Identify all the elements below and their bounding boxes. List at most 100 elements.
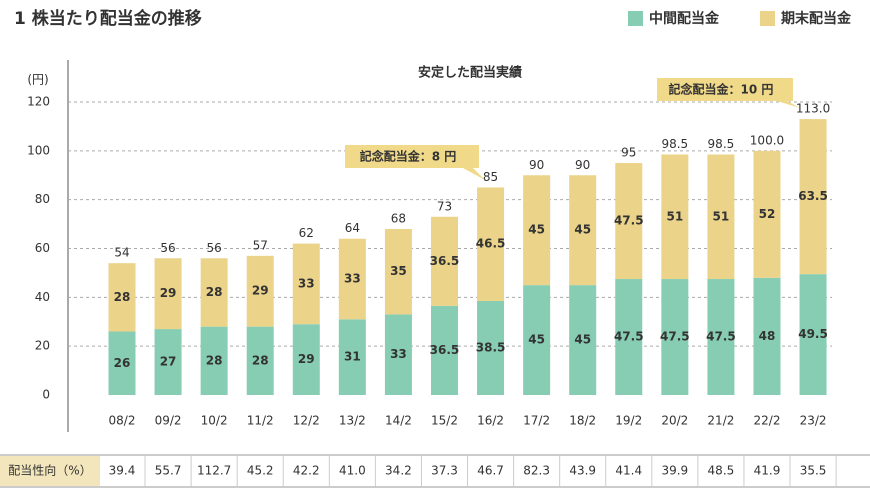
bar-segment <box>569 175 597 286</box>
annotation: 記念配当金：10 円 <box>669 82 774 97</box>
data-label: 33 <box>390 347 407 361</box>
total-label: 98.5 <box>708 137 735 151</box>
y-tick-label: 20 <box>35 339 50 353</box>
total-label: 85 <box>483 170 498 184</box>
data-label: 35 <box>390 264 407 278</box>
x-tick-label: 14/2 <box>385 414 412 428</box>
bar-segment <box>292 324 320 395</box>
data-label: 33 <box>344 272 361 286</box>
data-label: 28 <box>206 285 223 299</box>
data-label: 52 <box>759 207 776 221</box>
total-label: 90 <box>529 158 544 172</box>
total-label: 73 <box>437 199 452 213</box>
x-tick-label: 21/2 <box>707 414 734 428</box>
x-tick-label: 18/2 <box>569 414 596 428</box>
y-tick-label: 0 <box>42 388 50 402</box>
y-tick-label: 40 <box>35 290 50 304</box>
bar-segment <box>430 305 458 395</box>
legend-swatch <box>628 11 643 26</box>
total-label: 90 <box>575 158 590 172</box>
x-tick-label: 09/2 <box>155 414 182 428</box>
bar-segment <box>569 285 597 395</box>
table-cell: 41.9 <box>754 464 781 478</box>
data-label: 45 <box>574 333 591 347</box>
table-label: 配当性向（%） <box>8 463 91 478</box>
bar-segment <box>338 238 366 320</box>
bar-segment <box>661 154 689 280</box>
table-cell: 39.4 <box>109 464 136 478</box>
table-cell: 48.5 <box>708 464 735 478</box>
data-label: 28 <box>252 353 269 367</box>
table-cell: 35.5 <box>800 464 827 478</box>
bar-segment <box>707 154 735 280</box>
bar-segment <box>246 255 274 327</box>
table-cell: 39.9 <box>661 464 688 478</box>
data-label: 28 <box>206 353 223 367</box>
bar-segment <box>477 300 505 395</box>
legend-label: 期末配当金 <box>781 10 852 27</box>
data-label: 63.5 <box>798 189 828 203</box>
data-label: 45 <box>574 223 591 237</box>
data-label: 47.5 <box>706 330 736 344</box>
data-label: 51 <box>666 209 683 223</box>
bar-segment <box>477 187 505 301</box>
data-label: 45 <box>528 223 545 237</box>
total-label: 64 <box>345 221 360 235</box>
bar-segment <box>200 326 228 395</box>
annotation: 記念配当金：8 円 <box>360 149 457 164</box>
legend-swatch <box>760 11 775 26</box>
x-tick-label: 10/2 <box>201 414 228 428</box>
bar-segment <box>707 279 735 395</box>
bar-segment <box>384 314 412 395</box>
x-tick-label: 22/2 <box>754 414 781 428</box>
data-label: 47.5 <box>614 330 644 344</box>
total-label: 100.0 <box>750 133 784 147</box>
y-tick-label: 100 <box>27 143 50 157</box>
data-label: 45 <box>528 333 545 347</box>
y-unit: (円) <box>27 73 48 87</box>
bar-segment <box>154 258 182 330</box>
total-label: 98.5 <box>661 137 688 151</box>
table-cell: 45.2 <box>247 464 274 478</box>
bar-segment <box>292 243 320 325</box>
data-label: 46.5 <box>476 237 506 251</box>
y-tick-label: 60 <box>35 241 50 255</box>
bar-segment <box>615 279 643 395</box>
x-tick-label: 16/2 <box>477 414 504 428</box>
data-label: 29 <box>252 284 269 298</box>
bar-segment <box>661 279 689 395</box>
total-label: 95 <box>621 146 636 160</box>
x-tick-label: 20/2 <box>661 414 688 428</box>
table-cell: 41.4 <box>615 464 642 478</box>
data-label: 26 <box>114 356 131 370</box>
chart-subtitle: 安定した配当実績 <box>418 65 522 81</box>
bar-segment <box>430 216 458 306</box>
data-label: 33 <box>298 276 315 290</box>
bar-segment <box>523 175 551 286</box>
bar-segment <box>200 258 228 327</box>
callout-box <box>657 78 800 108</box>
total-label: 113.0 <box>796 102 830 116</box>
data-label: 47.5 <box>660 330 690 344</box>
legend-label: 中間配当金 <box>649 10 720 27</box>
data-label: 36.5 <box>430 343 460 357</box>
bar-segment <box>154 329 182 395</box>
x-tick-label: 15/2 <box>431 414 458 428</box>
table-cell: 41.0 <box>339 464 366 478</box>
total-label: 54 <box>114 246 129 260</box>
table-cell: 112.7 <box>197 464 231 478</box>
bar-segment <box>108 331 136 395</box>
total-label: 56 <box>160 241 175 255</box>
table-cell: 82.3 <box>523 464 550 478</box>
data-label: 47.5 <box>614 214 644 228</box>
data-label: 51 <box>713 209 730 223</box>
x-tick-label: 11/2 <box>247 414 274 428</box>
chart-title: 1 株当たり配当金の推移 <box>14 8 202 29</box>
table-label-cell <box>0 456 100 486</box>
total-label: 57 <box>253 238 268 252</box>
bar-segment <box>338 319 366 395</box>
total-label: 62 <box>299 226 314 240</box>
bar-segment <box>108 263 136 332</box>
bar-segment <box>384 228 412 315</box>
